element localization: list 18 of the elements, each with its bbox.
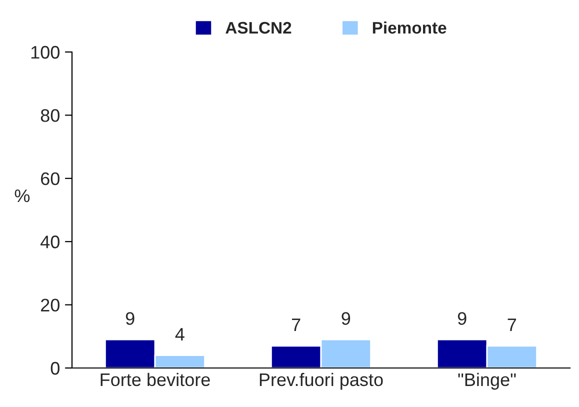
y-tick-label: 100 — [31, 46, 60, 59]
data-label: 9 — [458, 312, 466, 325]
data-label: 7 — [292, 318, 300, 332]
y-tick-label: 80 — [40, 109, 60, 122]
y-tick-label: 0 — [50, 362, 60, 375]
data-label: 4 — [175, 328, 184, 340]
legend-label: Piemonte — [372, 21, 446, 34]
data-label: 9 — [342, 312, 350, 325]
x-tick-label: Prev.fuori pasto — [260, 372, 383, 390]
legend-label: ASLCN2 — [226, 22, 292, 34]
x-tick-label: "Binge" — [458, 372, 516, 390]
y-axis-title: % — [14, 190, 30, 202]
x-tick-label: Forte bevitore — [100, 372, 210, 386]
data-label: 9 — [126, 312, 134, 325]
data-label: 7 — [508, 318, 516, 332]
y-tick-label: 60 — [41, 172, 60, 186]
y-tick-label: 20 — [41, 298, 60, 312]
y-tick-label: 40 — [40, 236, 60, 248]
